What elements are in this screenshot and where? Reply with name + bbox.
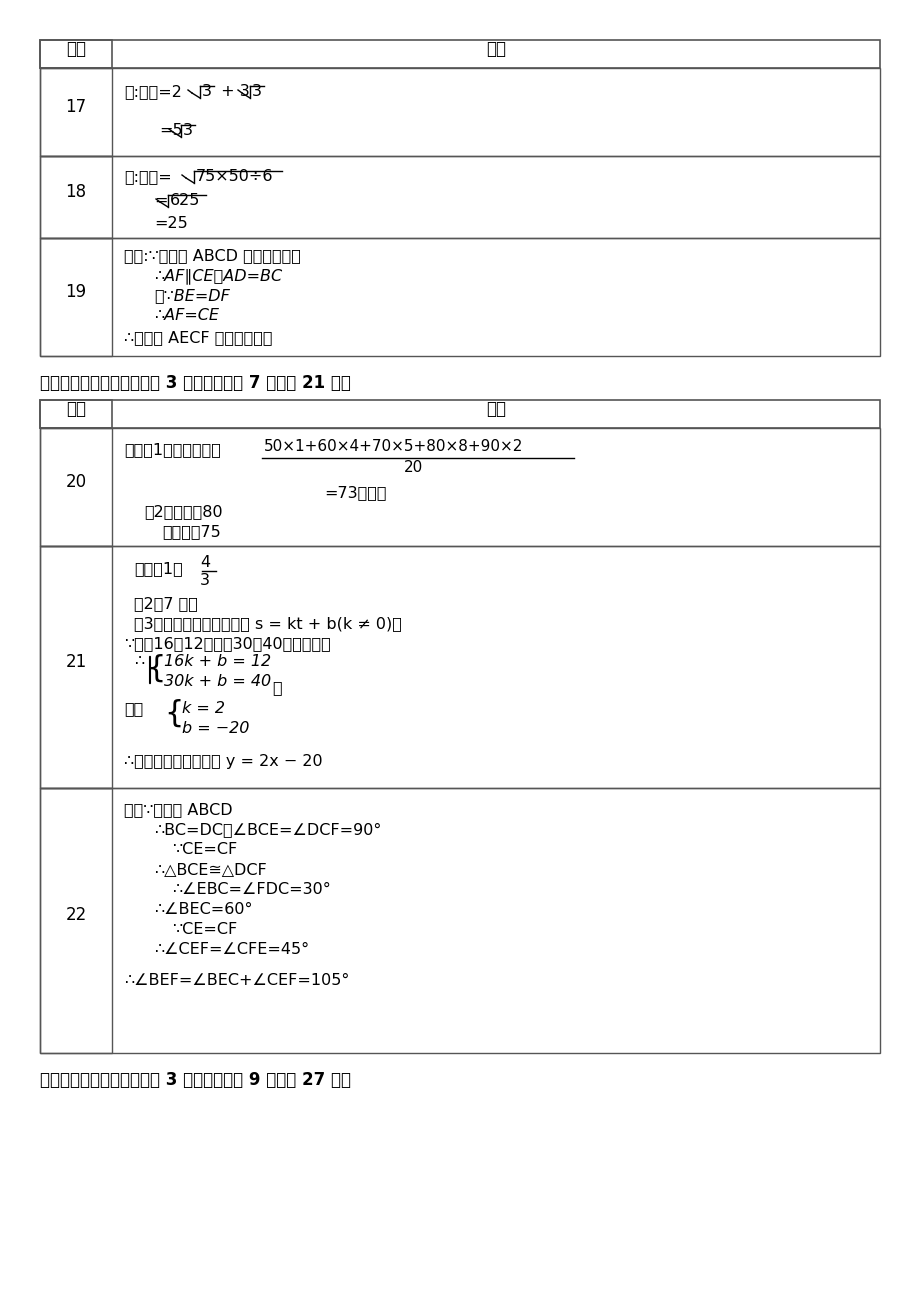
Text: （2）7 分钟: （2）7 分钟 (134, 596, 198, 611)
Text: 解:原式=: 解:原式= (124, 169, 172, 184)
Text: =73（分）: =73（分） (323, 486, 386, 500)
Bar (40, 68, 879, 156)
Text: 证明:∵四边形 ABCD 为平行四边形: 证明:∵四边形 ABCD 为平行四边形 (124, 247, 301, 263)
Bar (40, 238, 112, 355)
Text: ∴∠CEF=∠CFE=45°: ∴∠CEF=∠CFE=45° (153, 943, 309, 957)
Text: 20: 20 (65, 473, 86, 491)
Text: {: { (146, 654, 165, 684)
Text: 题号: 题号 (66, 400, 85, 418)
Text: ∴四边形 AECF 为平行四边形: ∴四边形 AECF 为平行四边形 (124, 329, 272, 345)
Text: 解:原式=2: 解:原式=2 (124, 85, 182, 99)
Bar (40, 156, 112, 238)
Text: 20: 20 (403, 460, 423, 475)
Text: 50×1+60×4+70×5+80×8+90×2: 50×1+60×4+70×5+80×8+90×2 (264, 439, 523, 454)
Bar (40, 40, 112, 68)
Bar (40, 788, 879, 1053)
Text: 3: 3 (183, 122, 193, 138)
Text: =5: =5 (159, 122, 183, 138)
Bar (40, 156, 879, 238)
Text: ∴∠BEF=∠BEC+∠CEF=105°: ∴∠BEF=∠BEC+∠CEF=105° (124, 973, 349, 988)
Text: ∴∠BEC=60°: ∴∠BEC=60° (153, 902, 252, 917)
Text: 3: 3 (202, 85, 211, 99)
Text: ∴这条直线的解析式为 y = 2x − 20: ∴这条直线的解析式为 y = 2x − 20 (124, 754, 323, 769)
Bar (40, 428, 112, 546)
Text: 21: 21 (65, 654, 86, 671)
Text: =: = (153, 193, 167, 208)
Text: 解：（1）平均数为：: 解：（1）平均数为： (124, 441, 221, 457)
Text: 答案: 答案 (485, 40, 505, 59)
Text: 75×50÷6: 75×50÷6 (196, 169, 273, 184)
Text: 解：（1）: 解：（1） (134, 561, 183, 575)
Bar (40, 788, 112, 1053)
Text: 3: 3 (252, 85, 262, 99)
Text: 625: 625 (170, 193, 200, 208)
Text: 19: 19 (65, 283, 86, 301)
Text: 四、解答题（二）（本大题 3 小题，每小题 7 分，共 21 分）: 四、解答题（二）（本大题 3 小题，每小题 7 分，共 21 分） (40, 374, 350, 392)
Text: 4: 4 (199, 555, 210, 570)
Text: 五、解答题（三）（本大题 3 小题，每小题 9 分，共 27 分）: 五、解答题（三）（本大题 3 小题，每小题 9 分，共 27 分） (40, 1072, 351, 1088)
Text: 3: 3 (199, 573, 210, 589)
Text: k = 2: k = 2 (182, 700, 225, 716)
Text: ∴∠EBC=∠FDC=30°: ∴∠EBC=∠FDC=30° (172, 881, 331, 897)
Text: 30k + b = 40: 30k + b = 40 (164, 674, 271, 689)
Text: ∵CE=CF: ∵CE=CF (172, 842, 237, 857)
Text: 中位数：75: 中位数：75 (162, 523, 221, 539)
Bar (40, 546, 112, 788)
Bar (40, 400, 112, 428)
Text: 22: 22 (65, 906, 86, 924)
Bar (40, 428, 879, 546)
Text: （2）众数：80: （2）众数：80 (144, 504, 222, 519)
Text: 16k + b = 12: 16k + b = 12 (164, 654, 271, 669)
Text: ∴△BCE≅△DCF: ∴△BCE≅△DCF (153, 862, 267, 878)
Text: ∴AF=CE: ∴AF=CE (153, 309, 219, 323)
Text: 又∵BE=DF: 又∵BE=DF (153, 288, 230, 303)
Text: 解：∵正方形 ABCD: 解：∵正方形 ABCD (124, 802, 233, 816)
Text: ∵点（16，12）、（30，40）在直线上: ∵点（16，12）、（30，40）在直线上 (124, 635, 331, 651)
Text: ∴AF∥CE，AD=BC: ∴AF∥CE，AD=BC (153, 268, 282, 284)
Text: 17: 17 (65, 98, 86, 116)
Text: ∴BC=DC，∠BCE=∠DCF=90°: ∴BC=DC，∠BCE=∠DCF=90° (153, 822, 381, 837)
Bar (40, 238, 879, 355)
Text: {: { (164, 699, 183, 728)
Text: ∴: ∴ (134, 654, 144, 669)
Text: 18: 18 (65, 184, 86, 201)
Bar (40, 68, 112, 156)
Bar (40, 40, 879, 68)
Text: =25: =25 (153, 216, 187, 230)
Text: b = −20: b = −20 (182, 721, 249, 736)
Bar (40, 546, 879, 788)
Bar (40, 400, 879, 428)
Text: 答案: 答案 (485, 400, 505, 418)
Text: 题号: 题号 (66, 40, 85, 59)
Text: ，: ， (272, 680, 281, 695)
Text: ∵CE=CF: ∵CE=CF (172, 922, 237, 937)
Text: + 3: + 3 (216, 85, 249, 99)
Text: 解得: 解得 (124, 700, 143, 716)
Text: （3）设这直线的解析式是 s = kt + b(k ≠ 0)，: （3）设这直线的解析式是 s = kt + b(k ≠ 0)， (134, 616, 402, 631)
